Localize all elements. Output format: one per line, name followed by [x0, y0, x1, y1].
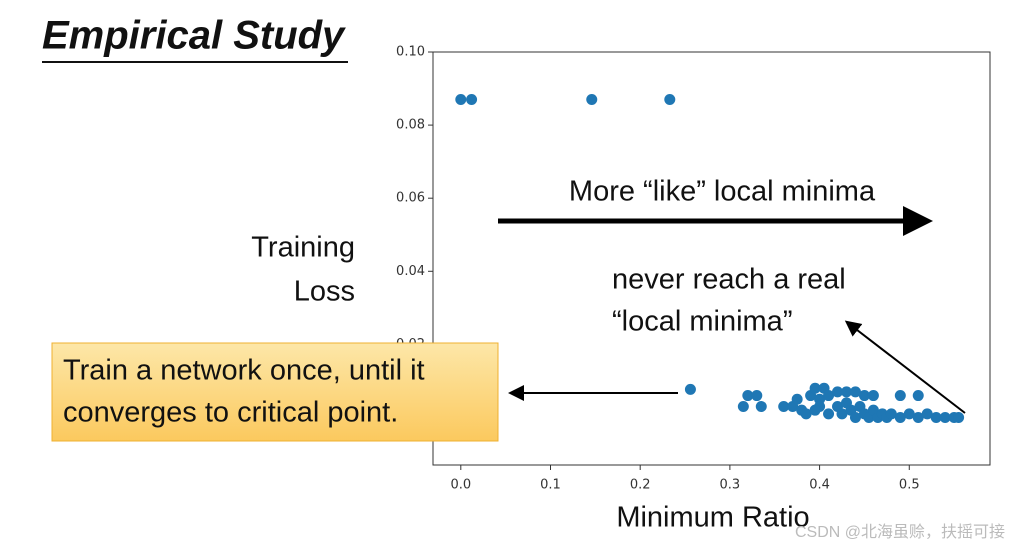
point [903, 408, 915, 420]
point [939, 411, 951, 423]
point [885, 408, 897, 420]
point [455, 94, 467, 106]
point [809, 404, 821, 416]
x-label: Minimum Ratio [616, 502, 809, 534]
y-label: Loss [294, 276, 355, 308]
point [664, 94, 676, 106]
x-tick-label: 0.1 [540, 478, 561, 493]
point [953, 411, 965, 423]
plot: 0.020.040.060.080.100.00.10.20.30.40.5 [396, 45, 965, 493]
point [894, 411, 906, 423]
note-box [51, 342, 499, 442]
point [849, 386, 861, 398]
point [912, 390, 924, 402]
point [912, 411, 924, 423]
point [930, 411, 942, 423]
point [832, 386, 844, 398]
point [823, 390, 835, 402]
x-tick-label: 0.5 [899, 478, 920, 493]
watermark: CSDN @北海虽赊，扶摇可接 [795, 523, 1005, 541]
y-tick-label: 0.08 [396, 118, 425, 133]
y-tick-label: 0.04 [396, 264, 425, 279]
point [742, 390, 754, 402]
point [684, 383, 696, 395]
point [823, 408, 835, 420]
point [466, 94, 478, 106]
point [809, 382, 821, 394]
annotation: never reach a real [612, 264, 846, 296]
point [800, 408, 812, 420]
point [867, 390, 879, 402]
y-label: Training [251, 232, 355, 264]
point [849, 411, 861, 423]
slide-title: Empirical Study [42, 14, 346, 58]
y-tick-label: 0.10 [396, 45, 425, 60]
x-tick-label: 0.0 [450, 478, 471, 493]
x-tick-label: 0.3 [720, 478, 741, 493]
point [840, 386, 852, 398]
x-tick-label: 0.4 [809, 478, 830, 493]
point [791, 393, 803, 405]
note-text: converges to critical point. [63, 397, 398, 429]
annotation: “local minima” [612, 306, 792, 338]
point [894, 390, 906, 402]
point [751, 390, 763, 402]
point [586, 94, 598, 106]
plot-frame [432, 51, 991, 466]
y-tick-label: 0.06 [396, 191, 425, 206]
point [836, 408, 848, 420]
x-tick-label: 0.2 [630, 478, 651, 493]
point [921, 408, 933, 420]
point [755, 401, 767, 413]
arrow [844, 320, 966, 414]
point [778, 401, 790, 413]
point [737, 401, 749, 413]
note-text: Train a network once, until it [63, 355, 425, 387]
annotation: More “like” local minima [569, 176, 876, 208]
point [858, 390, 870, 402]
